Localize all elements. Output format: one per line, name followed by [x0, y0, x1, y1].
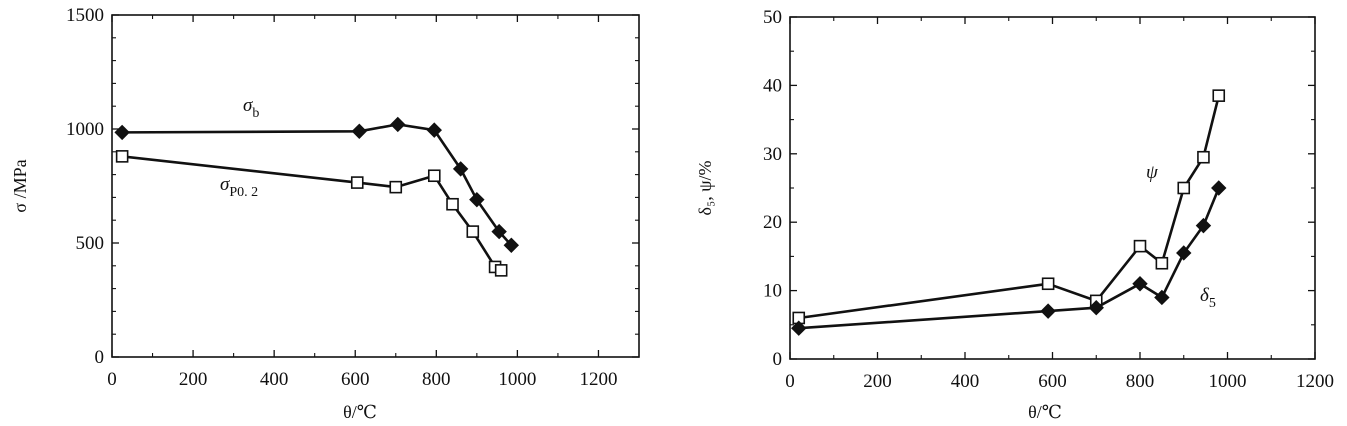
y-tick-label-right: 40 [763, 75, 782, 96]
y-tick-label-left: 1500 [66, 5, 104, 26]
tick-group-right: 0 200 400 600 800 1000 1200 0 10 20 30 40 50 [763, 7, 1334, 392]
x-axis-label-left: θ/℃ [343, 402, 377, 422]
series-label-sigma-b-symbol: σ [243, 95, 253, 116]
data-point-psi [1177, 181, 1191, 195]
data-point-delta5 [791, 320, 807, 336]
series-label-delta5: δ5 [1200, 285, 1216, 311]
data-point-sigma-p02 [115, 150, 129, 163]
data-point-sigma-b [351, 123, 367, 139]
data-point-psi [1041, 277, 1055, 291]
data-point-delta5 [1195, 217, 1212, 234]
series-line-sigma-b [122, 123, 513, 247]
chart-left: θ/℃ σ /MPa 0 200 400 600 800 1000 1200 0 500 1000… [10, 5, 640, 422]
series-label-sigma-p02: σP0. 2 [220, 174, 258, 200]
y-axis-label-right: δ₅, ψ/% [695, 160, 715, 215]
data-point-sigma-p02 [427, 169, 441, 183]
y-tick-label-right: 0 [773, 349, 783, 370]
data-point-delta5 [1154, 289, 1170, 306]
data-point-psi [1197, 150, 1210, 164]
x-tick-label-right: 1200 [1296, 371, 1334, 392]
series-label-psi-symbol: ψ [1146, 162, 1159, 183]
data-point-delta5 [1211, 180, 1227, 196]
plot-frame-left [111, 14, 640, 358]
data-point-sigma-b [452, 161, 469, 177]
data-point-sigma-b [491, 223, 507, 240]
series-line-delta5 [798, 187, 1221, 330]
x-tick-label-left: 600 [341, 369, 370, 390]
data-point-sigma-b [390, 116, 406, 133]
x-tick-label-left: 1000 [498, 369, 536, 390]
series-label-sigma-p02-symbol: σ [220, 174, 230, 195]
series-label-psi: ψ [1146, 162, 1159, 183]
x-tick-label-left: 800 [422, 369, 451, 390]
y-tick-label-right: 20 [763, 212, 782, 233]
series-label-sigma-b: σb [243, 95, 259, 121]
y-tick-label-right: 10 [763, 281, 782, 302]
x-tick-label-right: 0 [785, 371, 795, 392]
data-point-delta5 [1040, 303, 1056, 319]
x-tick-label-right: 200 [863, 371, 892, 392]
data-point-psi [1155, 256, 1169, 270]
data-point-sigma-p02 [350, 176, 364, 189]
x-tick-label-left: 200 [179, 369, 208, 390]
data-point-sigma-p02 [389, 180, 403, 194]
y-tick-label-left: 1000 [66, 119, 104, 140]
data-point-delta5 [1088, 299, 1104, 316]
data-point-psi [1133, 239, 1147, 253]
series-label-delta5-symbol: δ [1200, 285, 1210, 306]
data-point-sigma-p02 [494, 264, 508, 277]
x-tick-label-right: 1000 [1209, 371, 1247, 392]
data-point-sigma-b [426, 122, 442, 138]
x-tick-label-right: 600 [1038, 371, 1067, 392]
data-point-sigma-p02 [446, 197, 459, 211]
data-point-sigma-b [469, 191, 485, 208]
series-label-sigma-p02-sub: P0. 2 [229, 185, 258, 200]
series-group-right [791, 89, 1227, 336]
tick-group-left: 0 200 400 600 800 1000 1200 0 500 1000 1500 [66, 5, 639, 390]
x-axis-label-right: θ/℃ [1028, 402, 1062, 422]
y-tick-label-left: 500 [76, 233, 105, 254]
series-label-delta5-sub: 5 [1209, 296, 1216, 311]
y-axis-label-left: σ /MPa [10, 159, 30, 212]
series-label-sigma-b-sub: b [252, 106, 259, 121]
y-tick-label-right: 30 [763, 144, 782, 165]
data-point-sigma-b [503, 237, 520, 253]
x-tick-label-left: 400 [260, 369, 289, 390]
series-line-sigma-p02 [121, 155, 502, 272]
data-point-delta5 [1176, 245, 1192, 261]
data-point-sigma-p02 [466, 225, 480, 238]
series-line-psi [798, 95, 1221, 320]
y-tick-label-right: 50 [763, 7, 782, 28]
y-tick-label-left: 0 [95, 347, 105, 368]
x-tick-label-right: 400 [951, 371, 980, 392]
data-point-psi [1212, 89, 1226, 102]
x-tick-label-left: 1200 [579, 369, 617, 390]
data-point-sigma-b [114, 124, 130, 141]
chart-right: θ/℃ δ₅, ψ/% 0 200 400 600 800 1000 1200 0 10 20 30… [695, 7, 1334, 422]
series-group-left [114, 116, 520, 277]
data-point-delta5 [1132, 276, 1148, 292]
x-tick-label-left: 0 [107, 369, 117, 390]
x-tick-label-right: 800 [1126, 371, 1155, 392]
